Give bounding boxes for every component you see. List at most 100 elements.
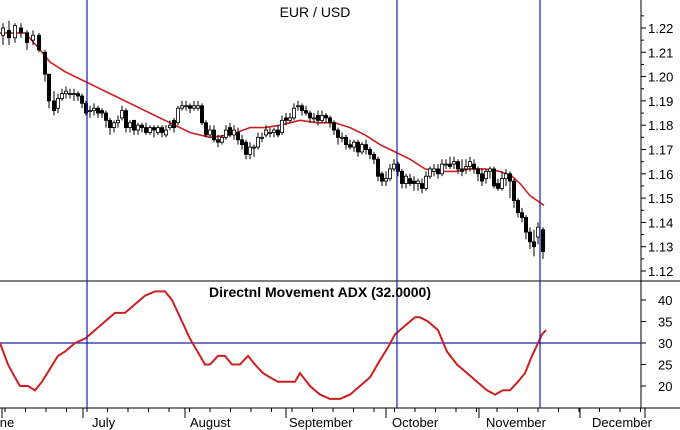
candle xyxy=(423,171,428,191)
candle xyxy=(43,49,48,82)
candle-body xyxy=(259,136,264,139)
x-axis: June July August September October November De… xyxy=(0,408,653,430)
candle-body xyxy=(96,107,101,114)
candle-body xyxy=(251,146,256,149)
candle-body xyxy=(331,122,336,131)
candle xyxy=(363,139,368,155)
candle-body xyxy=(495,183,500,189)
candle-body xyxy=(147,127,152,133)
candle-body xyxy=(155,127,160,133)
candle xyxy=(92,103,97,116)
candle xyxy=(163,125,168,138)
indicator-title: Directnl Movement ADX (32.0000) xyxy=(209,284,431,300)
candle xyxy=(259,132,264,143)
candle-body xyxy=(387,168,392,180)
candle xyxy=(291,103,296,121)
candle xyxy=(37,32,42,53)
candle xyxy=(455,159,460,174)
candle xyxy=(215,134,220,148)
candle-body xyxy=(37,34,42,51)
candle-body xyxy=(195,105,200,109)
adx-tick-label: 25 xyxy=(658,358,672,373)
candle xyxy=(379,171,384,186)
candle xyxy=(175,105,180,126)
candle-body xyxy=(451,161,456,165)
candle xyxy=(520,207,525,223)
candle-body xyxy=(207,129,212,136)
candle-body xyxy=(475,168,480,175)
price-tick-label: 1.13 xyxy=(648,240,673,255)
candle-body xyxy=(371,153,376,160)
candle-body xyxy=(116,119,121,124)
candle xyxy=(187,103,192,114)
candle xyxy=(319,110,324,123)
candle xyxy=(471,159,476,174)
candle-body xyxy=(239,139,244,146)
candle-body xyxy=(235,132,240,141)
candle xyxy=(443,159,448,169)
candle xyxy=(479,168,484,186)
price-tick-label: 1.21 xyxy=(648,45,673,60)
candle-body xyxy=(247,146,252,155)
candle-body xyxy=(471,163,476,170)
candle-body xyxy=(335,129,340,138)
candle xyxy=(451,156,456,169)
candle-body xyxy=(532,241,537,248)
candle xyxy=(7,20,12,46)
candle-body xyxy=(143,127,148,133)
candle-body xyxy=(411,180,416,184)
candle xyxy=(391,159,396,172)
adx-y-axis: 20 25 30 35 40 xyxy=(641,293,672,394)
candle xyxy=(60,88,65,101)
candle xyxy=(536,222,541,245)
candle xyxy=(24,30,29,50)
candle xyxy=(52,91,57,116)
candle-body xyxy=(423,175,428,189)
price-tick-label: 1.15 xyxy=(648,191,673,206)
candle-body xyxy=(516,200,521,214)
candle xyxy=(271,127,276,138)
candle-body xyxy=(283,117,288,121)
candle-body xyxy=(64,90,69,95)
candle xyxy=(18,23,23,38)
x-tick-label: August xyxy=(190,415,231,430)
candle-body xyxy=(403,175,408,184)
candle-body xyxy=(72,93,77,96)
candle xyxy=(124,108,129,133)
chart-frame xyxy=(0,0,680,409)
candle xyxy=(512,178,517,208)
candle xyxy=(311,113,316,123)
candle-body xyxy=(541,229,546,252)
candle-body xyxy=(479,173,484,182)
candle xyxy=(30,30,35,46)
candle-body xyxy=(307,112,312,119)
candle-body xyxy=(391,163,396,170)
candle xyxy=(267,127,272,138)
candle xyxy=(315,110,320,126)
x-tick-label: June xyxy=(0,415,14,430)
candle-body xyxy=(299,105,304,112)
candle-body xyxy=(528,231,533,243)
candle-body xyxy=(315,115,320,121)
candle-body xyxy=(327,117,332,124)
candle xyxy=(239,134,244,150)
candle-body xyxy=(124,110,129,129)
candle xyxy=(76,91,81,101)
x-tick-label: September xyxy=(289,415,353,430)
candle xyxy=(171,117,176,133)
candle-body xyxy=(191,105,196,109)
candle-body xyxy=(88,110,93,113)
candle-body xyxy=(415,180,420,184)
candle-body xyxy=(183,105,188,108)
candle-body xyxy=(104,112,109,121)
candle xyxy=(367,147,372,160)
candle xyxy=(155,125,160,135)
candle-body xyxy=(487,168,492,172)
candle-body xyxy=(135,124,140,131)
candle-body xyxy=(443,163,448,166)
candle-body xyxy=(447,163,452,167)
candle xyxy=(351,139,356,152)
candlestick-series xyxy=(0,20,546,259)
candle-body xyxy=(407,178,412,184)
candle-body xyxy=(375,158,380,177)
